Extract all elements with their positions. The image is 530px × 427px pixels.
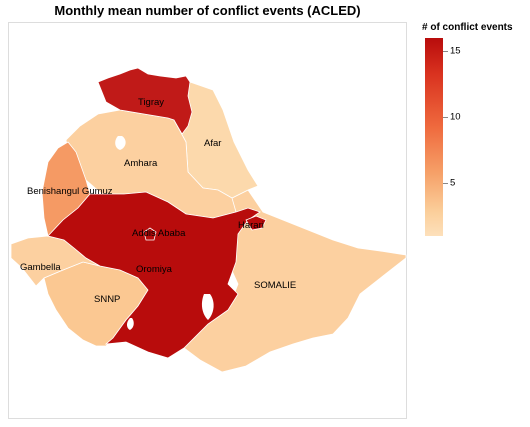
ethiopia-map: Tigray Afar Amhara Benishangul Gumuz Add… xyxy=(10,67,407,373)
legend-tick-label: 10 xyxy=(450,111,461,123)
region-tigray[interactable] xyxy=(97,67,193,135)
legend-tick-label: 15 xyxy=(450,45,461,57)
label-benishangul: Benishangul Gumuz xyxy=(27,186,113,197)
region-addis-ababa[interactable] xyxy=(143,227,157,241)
label-gambella: Gambella xyxy=(20,262,61,273)
map-frame xyxy=(8,22,407,419)
label-oromiya: Oromiya xyxy=(136,264,173,275)
legend-tick-label: 5 xyxy=(450,177,456,189)
map-title: Monthly mean number of conflict events (… xyxy=(54,3,361,18)
legend-tick-mark xyxy=(443,183,448,185)
label-amhara: Amhara xyxy=(124,158,158,169)
label-tigray: Tigray xyxy=(138,97,164,108)
label-harari: Harari xyxy=(238,220,264,231)
lake-tana-shape xyxy=(115,136,126,150)
label-snnp: SNNP xyxy=(94,294,120,305)
legend-title: # of conflict events xyxy=(422,22,513,33)
label-addis-ababa: Addis Ababa xyxy=(132,228,186,239)
label-afar: Afar xyxy=(204,138,221,149)
label-somali: SOMALIE xyxy=(254,280,296,291)
legend-tick-mark xyxy=(443,117,448,119)
legend-color-bar xyxy=(425,38,443,236)
lake-shape xyxy=(201,294,214,320)
region-harari[interactable] xyxy=(245,215,267,231)
lake-shape xyxy=(127,318,134,330)
legend-tick-mark xyxy=(443,51,448,53)
